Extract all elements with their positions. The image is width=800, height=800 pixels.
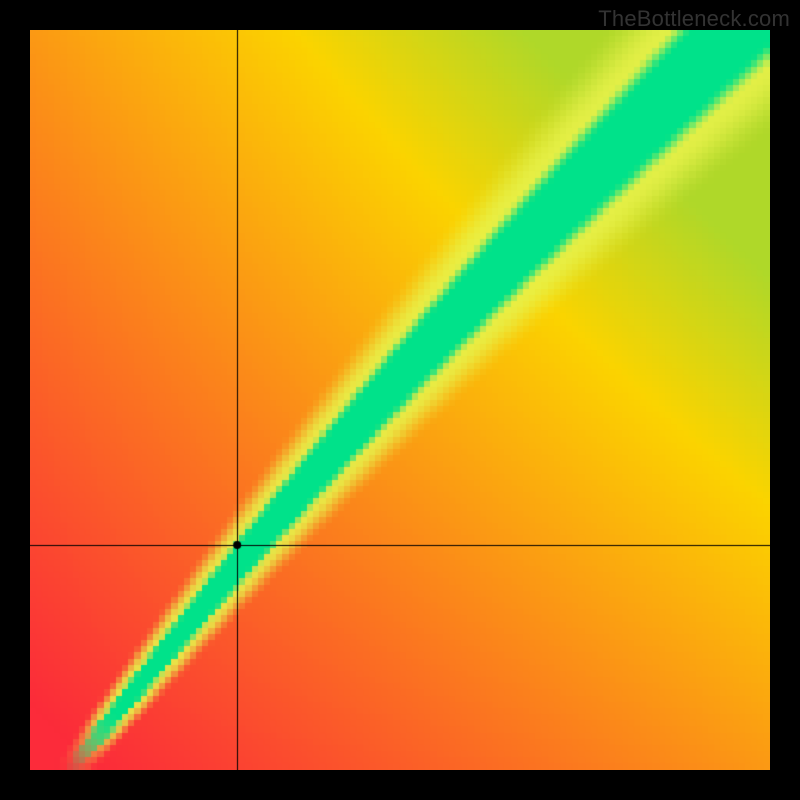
heatmap-plot <box>30 30 770 770</box>
chart-container: TheBottleneck.com <box>0 0 800 800</box>
watermark-text: TheBottleneck.com <box>598 6 790 32</box>
